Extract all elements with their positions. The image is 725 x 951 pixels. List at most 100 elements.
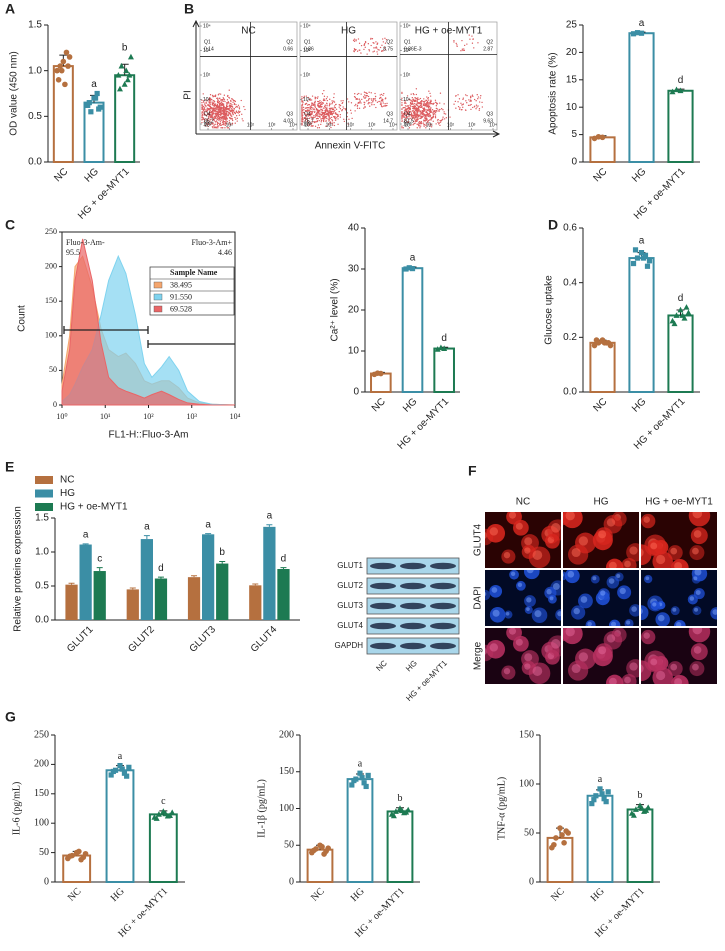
data-point <box>679 312 686 318</box>
y-tick-label: 10² <box>303 72 311 78</box>
legend-label: 38.495 <box>170 280 192 289</box>
row-label: GLUT2 <box>337 581 363 590</box>
data-point <box>88 109 94 115</box>
blot-band <box>430 622 456 630</box>
significance-letter: d <box>281 553 287 564</box>
data-point <box>601 340 608 346</box>
y-tick-label: 0 <box>571 157 577 168</box>
column-label: NC <box>516 497 530 508</box>
legend-swatch <box>35 476 53 484</box>
bar <box>187 577 201 620</box>
y-tick-label: 10² <box>203 72 211 78</box>
significance-letter: d <box>678 75 684 86</box>
significance-letter: c <box>97 553 102 564</box>
data-point <box>86 100 92 106</box>
cell-highlight <box>712 609 717 615</box>
cell-highlight <box>619 587 626 595</box>
data-point <box>166 812 173 818</box>
significance-letter: b <box>398 793 403 804</box>
data-point <box>599 134 606 141</box>
data-point <box>683 304 690 310</box>
blot-band <box>430 642 456 650</box>
cell-highlight <box>694 607 699 612</box>
data-point <box>108 772 114 778</box>
cell-highlight <box>626 620 631 625</box>
x-tick-label: GLUT2 <box>126 624 157 655</box>
data-point <box>76 848 82 855</box>
y-tick-label: 0.4 <box>563 277 577 288</box>
data-point <box>363 783 369 790</box>
cell-highlight <box>606 634 616 643</box>
y-tick-label: 10 <box>566 102 578 113</box>
cell-highlight <box>693 530 702 538</box>
legend-swatch <box>153 293 163 301</box>
panel-label: E <box>5 459 14 475</box>
y-tick-label: 0 <box>44 876 49 887</box>
bar <box>589 136 616 163</box>
data-point <box>640 255 647 261</box>
x-tick-label: 10⁴ <box>489 122 497 128</box>
data-point <box>597 786 603 792</box>
cell-highlight <box>552 583 560 590</box>
data-point <box>124 76 131 83</box>
cell-highlight <box>610 621 617 626</box>
data-point <box>553 835 559 841</box>
plot-frame <box>299 21 398 131</box>
cell-highlight <box>650 542 658 550</box>
x-tick-label: 10⁴ <box>389 122 397 128</box>
significance-letter: a <box>598 774 603 785</box>
legend-swatch <box>35 503 53 511</box>
bar <box>667 314 694 394</box>
y-tick-label: 10 <box>348 346 360 357</box>
cell-highlight <box>606 518 616 527</box>
cell <box>485 589 491 601</box>
significance-letter: a <box>358 759 363 770</box>
bar <box>386 810 414 883</box>
data-point <box>126 764 132 770</box>
cell-highlight <box>692 512 703 519</box>
bar <box>628 32 655 163</box>
bar <box>589 341 616 393</box>
x-tick-label: 10³ <box>268 122 276 128</box>
data-point <box>162 810 169 817</box>
data-point <box>351 777 357 784</box>
data-point <box>669 88 676 95</box>
row-label: DAPI <box>473 586 484 609</box>
panel-label: G <box>5 709 16 725</box>
data-point <box>632 247 639 253</box>
quadrant-name: Q1 <box>404 39 411 45</box>
quadrant-name: Q3 <box>386 111 393 117</box>
data-point <box>601 796 607 802</box>
blot-band <box>370 642 396 650</box>
data-point <box>126 72 133 78</box>
data-point <box>121 81 128 87</box>
cell-highlight <box>657 614 665 622</box>
data-point <box>390 812 397 819</box>
data-point <box>60 58 67 65</box>
error-bar <box>219 561 226 564</box>
data-point <box>96 106 102 112</box>
event-dots <box>201 89 246 129</box>
quadrant-name: Q1 <box>304 39 311 45</box>
y-tick-label: 0.6 <box>563 223 577 234</box>
data-point <box>634 30 641 36</box>
cell-highlight <box>505 611 510 616</box>
data-point <box>117 762 123 769</box>
blot-band <box>400 582 426 590</box>
data-point <box>643 807 650 813</box>
cell-highlight <box>616 573 621 579</box>
significance-letter: a <box>144 521 150 532</box>
cell-highlight <box>598 646 607 655</box>
quadrant-name: Q4 <box>204 111 211 117</box>
x-tick-label: NC <box>591 396 609 414</box>
data-point <box>605 340 612 346</box>
cell-highlight <box>695 590 701 596</box>
cell-highlight <box>692 547 699 555</box>
bar <box>114 74 136 163</box>
significance-letter: b <box>219 547 225 558</box>
y-axis-label: TNF-α (pg/mL) <box>496 777 507 840</box>
cell-highlight <box>526 570 534 574</box>
error-bar <box>157 576 164 579</box>
quadrant-value: 0.14 <box>204 46 214 52</box>
data-point <box>630 812 637 818</box>
